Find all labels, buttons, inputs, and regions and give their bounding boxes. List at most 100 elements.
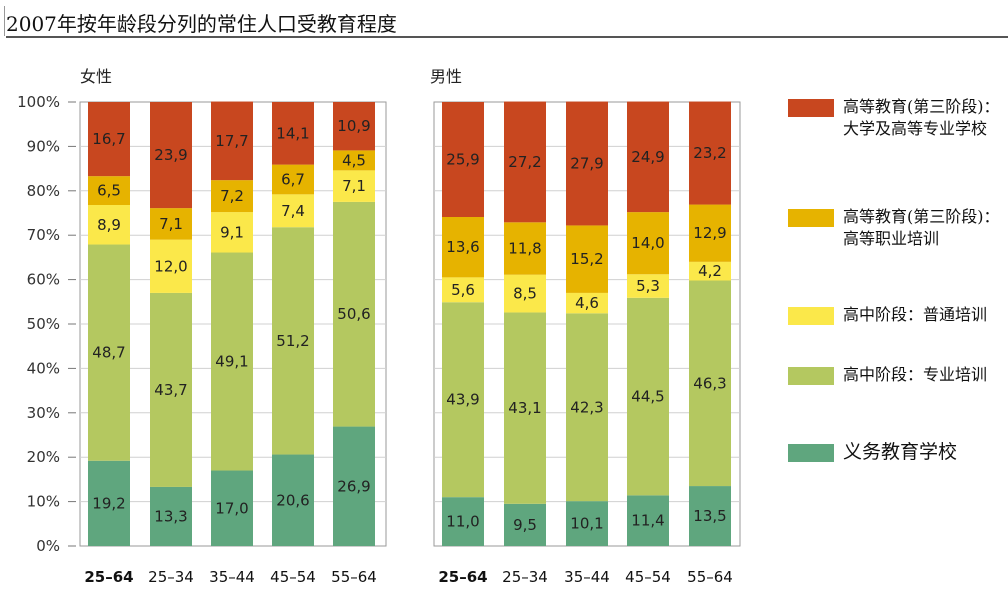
data-label: 50,6 [337, 305, 370, 323]
data-label: 44,5 [631, 388, 664, 406]
data-label: 17,7 [215, 132, 248, 150]
data-label: 4,6 [575, 294, 599, 312]
data-label: 12,9 [693, 224, 726, 242]
bar-segment [442, 302, 484, 498]
data-label: 11,0 [446, 513, 479, 531]
bar-segment [211, 101, 253, 181]
y-tick-label: 60% [27, 271, 60, 289]
legend-label: 高中阶段：专业培训 [843, 365, 988, 384]
chart-title: 2007年按年龄段分列的常住人口受教育程度 [6, 12, 397, 36]
data-label: 8,5 [513, 285, 537, 303]
data-label: 6,5 [97, 182, 121, 200]
data-label: 43,9 [446, 391, 479, 409]
data-label: 4,5 [342, 151, 366, 169]
data-label: 43,7 [154, 381, 187, 399]
data-label: 20,6 [276, 491, 309, 509]
bar-segment [211, 180, 253, 213]
bar-segment [150, 292, 192, 487]
data-label: 5,6 [451, 281, 475, 299]
bar-segment [689, 261, 731, 281]
bar-segment [627, 495, 669, 546]
bar-segment [566, 101, 608, 226]
data-label: 14,1 [276, 124, 309, 142]
bar-segment [442, 277, 484, 303]
x-tick-label: 35–44 [564, 568, 610, 586]
bar-segment [504, 101, 546, 223]
title-left-rule [4, 6, 5, 36]
bar-segment [88, 460, 130, 546]
bar-segment [211, 470, 253, 546]
bar-segment [333, 150, 375, 171]
bar-segment [333, 201, 375, 427]
y-tick-label: 0% [36, 537, 60, 555]
legend-swatch [788, 209, 834, 227]
bar-segment [150, 208, 192, 240]
legend-label: 高等教育(第三阶段)：高等职业培训 [843, 207, 1000, 248]
bar-segment [627, 212, 669, 275]
y-tick-label: 90% [27, 137, 60, 155]
legend-swatch [788, 444, 834, 462]
data-label: 17,0 [215, 499, 248, 517]
data-label: 42,3 [570, 398, 603, 416]
data-label: 26,9 [337, 477, 370, 495]
x-tick-label: 35–44 [209, 568, 255, 586]
legend-label: 高中阶段：普通培训 [843, 305, 988, 324]
data-label: 7,1 [342, 177, 366, 195]
x-tick-label: 25–64 [84, 568, 133, 586]
bar-segment [566, 292, 608, 314]
data-label: 46,3 [693, 374, 726, 392]
bar-segment [333, 102, 375, 151]
legend-swatch [788, 367, 834, 385]
bar-segment [88, 102, 130, 177]
bar-segment [211, 252, 253, 471]
bar-segment [88, 244, 130, 461]
data-label: 49,1 [215, 353, 248, 371]
bar-segment [689, 101, 731, 205]
data-label: 8,9 [97, 216, 121, 234]
y-tick-label: 70% [27, 226, 60, 244]
data-label: 25,9 [446, 150, 479, 168]
bar-segment [150, 239, 192, 293]
data-label: 27,2 [508, 153, 541, 171]
data-label: 9,1 [220, 223, 244, 241]
x-tick-label: 45–54 [625, 568, 671, 586]
data-label: 5,3 [636, 277, 660, 295]
y-tick-label: 20% [27, 448, 60, 466]
x-tick-label: 25–34 [502, 568, 548, 586]
bar-segment [566, 313, 608, 502]
bar-segment [333, 170, 375, 202]
bar-segment [150, 486, 192, 546]
data-label: 9,5 [513, 516, 537, 534]
bar-segment [442, 102, 484, 217]
data-label: 7,1 [159, 215, 183, 233]
data-label: 24,9 [631, 148, 664, 166]
data-label: 7,2 [220, 187, 244, 205]
x-tick-label: 55–64 [687, 568, 733, 586]
bar-segment [504, 274, 546, 313]
data-label: 11,8 [508, 240, 541, 258]
bar-segment [627, 101, 669, 213]
bar-segment [689, 486, 731, 546]
data-label: 12,0 [154, 257, 187, 275]
bar-segment [504, 312, 546, 504]
y-tick-label: 50% [27, 315, 60, 333]
title-underline [6, 36, 1008, 38]
data-label: 23,2 [693, 144, 726, 162]
y-tick-label: 100% [17, 93, 60, 111]
x-tick-label: 45–54 [270, 568, 316, 586]
data-label: 7,4 [281, 202, 305, 220]
x-tick-label: 25–34 [148, 568, 194, 586]
data-label: 4,2 [698, 262, 722, 280]
legend-swatch [788, 99, 834, 117]
data-label: 13,6 [446, 238, 479, 256]
data-label: 16,7 [92, 130, 125, 148]
data-label: 14,0 [631, 234, 664, 252]
bar-segment [150, 102, 192, 209]
bar-segment [566, 225, 608, 293]
bar-segment [442, 497, 484, 546]
data-label: 10,9 [337, 117, 370, 135]
panel-title: 女性 [80, 67, 112, 86]
bar-segment [627, 297, 669, 496]
legend-swatch [788, 307, 834, 325]
